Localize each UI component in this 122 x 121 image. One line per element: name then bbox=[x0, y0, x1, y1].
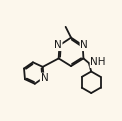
Text: N: N bbox=[54, 40, 62, 50]
Text: N: N bbox=[80, 40, 88, 50]
Text: N: N bbox=[41, 73, 48, 83]
Text: NH: NH bbox=[90, 57, 106, 67]
